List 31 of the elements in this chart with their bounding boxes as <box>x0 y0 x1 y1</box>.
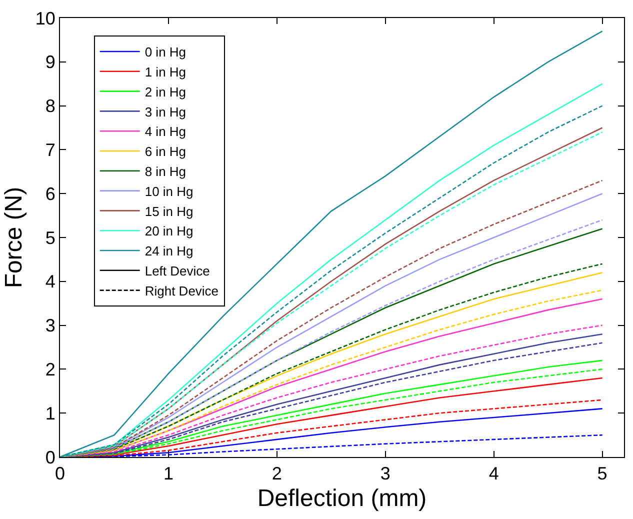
x-tick-label: 2 <box>272 464 282 484</box>
x-tick-label: 4 <box>488 464 499 484</box>
y-tick-label: 3 <box>45 316 56 336</box>
legend-label: Right Device <box>144 283 219 298</box>
y-tick-label: 4 <box>45 272 56 292</box>
legend-label: 10 in Hg <box>144 184 194 199</box>
y-tick-label: 9 <box>45 52 56 72</box>
y-tick-label: 8 <box>45 96 56 116</box>
legend-label: 15 in Hg <box>144 204 194 219</box>
y-tick-label: 7 <box>45 140 56 160</box>
y-tick-label: 5 <box>45 228 56 248</box>
x-tick-label: 1 <box>163 464 174 484</box>
y-tick-label: 2 <box>45 360 56 380</box>
y-tick-label: 6 <box>45 184 56 204</box>
legend-label: Left Device <box>144 263 210 278</box>
x-tick-label: 5 <box>597 464 608 484</box>
legend-label: 20 in Hg <box>144 224 194 239</box>
x-axis-title: Deflection (mm) <box>257 484 427 512</box>
legend-label: 2 in Hg <box>144 84 186 100</box>
y-tick-label: 10 <box>35 8 56 28</box>
y-axis-title: Force (N) <box>0 186 28 288</box>
legend-label: 24 in Hg <box>144 244 194 259</box>
legend-label: 0 in Hg <box>144 44 186 60</box>
legend-label: 6 in Hg <box>144 144 186 160</box>
x-tick-label: 3 <box>380 464 390 484</box>
y-tick-label: 0 <box>45 447 56 468</box>
legend-label: 3 in Hg <box>144 104 186 120</box>
legend-label: 1 in Hg <box>144 64 186 80</box>
y-tick-label: 1 <box>45 403 56 424</box>
legend-label: 8 in Hg <box>144 164 186 179</box>
legend-label: 4 in Hg <box>144 124 186 140</box>
